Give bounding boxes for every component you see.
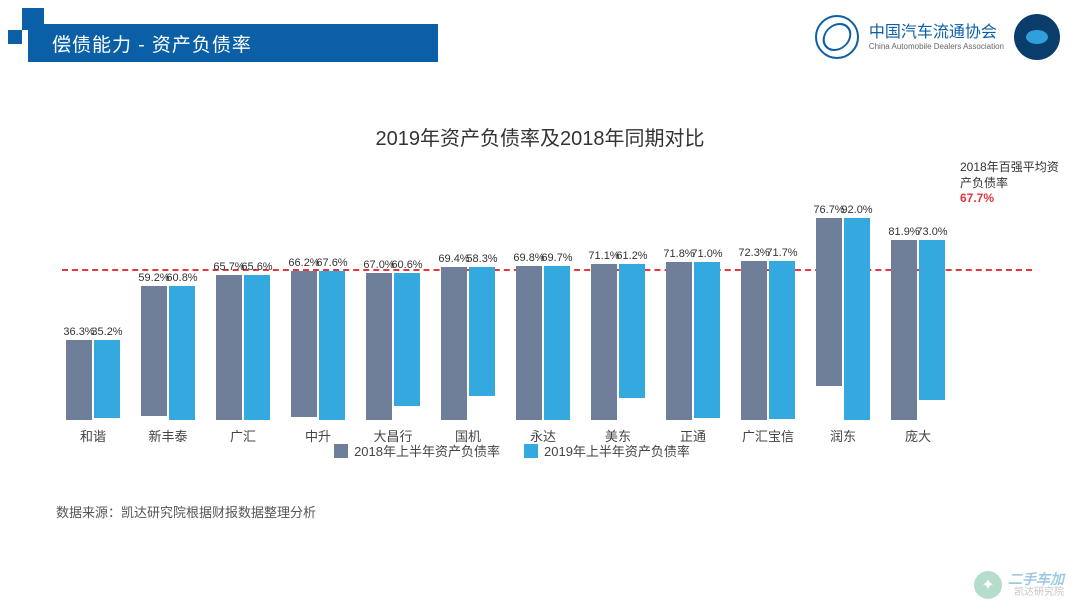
association-badge-icon xyxy=(1014,14,1060,60)
bar-2019: 65.6% xyxy=(244,275,270,419)
bar-2018: 65.7% xyxy=(216,275,242,420)
legend-label: 2018年上半年资产负债率 xyxy=(354,441,500,460)
bar-2018: 72.3% xyxy=(741,261,767,420)
bar-group: 36.3%35.2%和谐 xyxy=(66,340,120,420)
association-text: 中国汽车流通协会 China Automobile Dealers Associ… xyxy=(869,23,1004,52)
bar-value-label: 65.7% xyxy=(213,261,244,273)
bar-value-label: 71.8% xyxy=(663,248,694,260)
legend-label: 2019年上半年资产负债率 xyxy=(544,441,690,460)
bar-value-label: 36.3% xyxy=(63,326,94,338)
bar-2018: 36.3% xyxy=(66,340,92,420)
bar-2019: 73.0% xyxy=(919,240,945,401)
bar-2018: 71.8% xyxy=(666,262,692,420)
bar-2018: 76.7% xyxy=(816,218,842,387)
bar-group: 69.8%69.7%永达 xyxy=(516,266,570,420)
bar-value-label: 69.4% xyxy=(438,253,469,265)
association-name-cn: 中国汽车流通协会 xyxy=(869,23,1004,42)
bar-2019: 35.2% xyxy=(94,340,120,417)
bar-value-label: 73.0% xyxy=(916,226,947,238)
bar-2019: 69.7% xyxy=(544,266,570,419)
bar-2018: 69.8% xyxy=(516,266,542,420)
bar-value-label: 65.6% xyxy=(241,261,272,273)
logo-area: 中国汽车流通协会 China Automobile Dealers Associ… xyxy=(815,14,1060,60)
bar-2018: 67.0% xyxy=(366,273,392,420)
bar-value-label: 67.0% xyxy=(363,259,394,271)
bar-value-label: 58.3% xyxy=(466,253,497,265)
bar-2018: 69.4% xyxy=(441,267,467,420)
bar-value-label: 76.7% xyxy=(813,204,844,216)
bar-value-label: 67.6% xyxy=(316,257,347,269)
legend-item: 2018年上半年资产负债率 xyxy=(334,441,500,460)
bar-group: 76.7%92.0%润东 xyxy=(816,218,870,420)
legend-item: 2019年上半年资产负债率 xyxy=(524,441,690,460)
bar-2019: 61.2% xyxy=(619,264,645,399)
bar-2019: 67.6% xyxy=(319,271,345,420)
association-logo-icon xyxy=(815,15,859,59)
bar-value-label: 69.8% xyxy=(513,252,544,264)
bar-value-label: 71.0% xyxy=(691,248,722,260)
annotation-text: 2018年百强平均资产负债率 xyxy=(960,160,1059,190)
bar-value-label: 81.9% xyxy=(888,226,919,238)
bar-value-label: 72.3% xyxy=(738,247,769,259)
watermark-sub: 凯达研究院 xyxy=(1008,587,1064,598)
bar-value-label: 61.2% xyxy=(616,250,647,262)
bar-value-label: 60.8% xyxy=(166,272,197,284)
watermark-text: 二手车加 凯达研究院 xyxy=(1008,572,1064,598)
bar-2019: 58.3% xyxy=(469,267,495,395)
bar-chart: 36.3%35.2%和谐 59.2%60.8%新丰泰 65.7%65.6%广汇 66.… xyxy=(62,160,962,460)
annotation-value: 67.7% xyxy=(960,191,994,205)
bar-group: 67.0%60.6%大昌行 xyxy=(366,273,420,420)
bar-group: 66.2%67.6%中升 xyxy=(291,271,345,420)
bar-group: 65.7%65.6%广汇 xyxy=(216,275,270,420)
bar-value-label: 66.2% xyxy=(288,257,319,269)
bar-value-label: 59.2% xyxy=(138,272,169,284)
bar-group: 71.1%61.2%美东 xyxy=(591,264,645,420)
bar-group: 81.9%73.0%庞大 xyxy=(891,240,945,420)
bar-value-label: 92.0% xyxy=(841,204,872,216)
watermark: ✦ 二手车加 凯达研究院 xyxy=(974,571,1064,599)
bar-2018: 66.2% xyxy=(291,271,317,417)
legend-swatch xyxy=(524,444,538,458)
legend: 2018年上半年资产负债率 2019年上半年资产负债率 xyxy=(62,441,962,460)
watermark-brand: 二手车加 xyxy=(1008,572,1064,587)
reference-annotation: 2018年百强平均资产负债率 67.7% xyxy=(960,160,1060,207)
bar-value-label: 69.7% xyxy=(541,252,572,264)
bar-value-label: 35.2% xyxy=(91,326,122,338)
section-title: 偿债能力 - 资产负债率 xyxy=(52,30,252,57)
data-source: 数据来源：凯达研究院根据财报数据整理分析 xyxy=(56,502,316,521)
bar-2019: 60.6% xyxy=(394,273,420,406)
bar-2019: 60.8% xyxy=(169,286,195,420)
bar-2018: 81.9% xyxy=(891,240,917,420)
chart-title: 2019年资产负债率及2018年同期对比 xyxy=(0,122,1080,151)
bar-2019: 92.0% xyxy=(844,218,870,420)
bar-2019: 71.0% xyxy=(694,262,720,418)
bar-group: 72.3%71.7%广汇宝信 xyxy=(741,261,795,420)
bar-value-label: 71.1% xyxy=(588,250,619,262)
bar-value-label: 71.7% xyxy=(766,247,797,259)
bar-value-label: 60.6% xyxy=(391,259,422,271)
wechat-icon: ✦ xyxy=(974,571,1002,599)
bar-2018: 59.2% xyxy=(141,286,167,416)
bar-group: 59.2%60.8%新丰泰 xyxy=(141,286,195,420)
bar-group: 69.4%58.3%国机 xyxy=(441,267,495,420)
bar-group: 71.8%71.0%正通 xyxy=(666,262,720,420)
legend-swatch xyxy=(334,444,348,458)
bar-2019: 71.7% xyxy=(769,261,795,419)
association-name-en: China Automobile Dealers Association xyxy=(869,42,1004,52)
bar-2018: 71.1% xyxy=(591,264,617,420)
plot-area: 36.3%35.2%和谐 59.2%60.8%新丰泰 65.7%65.6%广汇 66.… xyxy=(62,200,962,420)
section-title-bar: 偿债能力 - 资产负债率 xyxy=(28,24,438,62)
